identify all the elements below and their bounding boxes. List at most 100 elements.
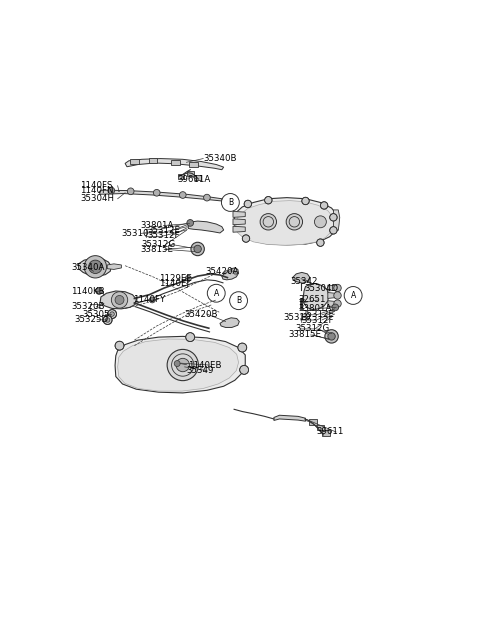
Polygon shape — [309, 419, 317, 424]
Circle shape — [317, 239, 324, 247]
Text: 1140EJ: 1140EJ — [158, 279, 189, 288]
Polygon shape — [187, 171, 193, 176]
Text: 35310: 35310 — [121, 229, 149, 238]
Circle shape — [174, 361, 180, 366]
Text: 35342: 35342 — [290, 277, 318, 286]
Polygon shape — [317, 424, 324, 430]
Circle shape — [330, 214, 337, 221]
Text: 1129EE: 1129EE — [158, 274, 192, 283]
Circle shape — [302, 197, 309, 205]
Circle shape — [332, 304, 338, 310]
Polygon shape — [100, 291, 136, 309]
Circle shape — [96, 288, 102, 294]
Text: A: A — [214, 289, 219, 298]
Circle shape — [334, 300, 341, 307]
Text: 39611: 39611 — [317, 428, 344, 437]
Text: 35349: 35349 — [186, 366, 214, 375]
Circle shape — [89, 260, 102, 274]
Text: 1140FY: 1140FY — [132, 295, 165, 304]
Polygon shape — [188, 221, 224, 233]
Circle shape — [244, 200, 252, 207]
Text: 35304H: 35304H — [81, 194, 114, 204]
Text: 32651: 32651 — [298, 296, 325, 305]
Circle shape — [191, 242, 204, 256]
Circle shape — [226, 270, 228, 272]
Polygon shape — [274, 415, 305, 421]
Circle shape — [314, 216, 326, 228]
Text: 33801A: 33801A — [140, 221, 173, 230]
Circle shape — [321, 202, 328, 209]
Polygon shape — [194, 175, 201, 180]
Text: 35312G: 35312G — [142, 240, 176, 249]
Circle shape — [185, 276, 192, 281]
Text: A: A — [350, 291, 356, 300]
Polygon shape — [322, 430, 330, 436]
Circle shape — [111, 292, 128, 308]
Text: 1140FS: 1140FS — [81, 181, 113, 190]
Text: 33815E: 33815E — [140, 245, 173, 254]
Text: 33801A: 33801A — [298, 304, 332, 313]
Text: 35312F: 35312F — [301, 316, 334, 325]
Circle shape — [238, 343, 247, 352]
Circle shape — [127, 188, 134, 194]
Polygon shape — [178, 174, 184, 180]
Polygon shape — [233, 219, 245, 225]
Polygon shape — [171, 160, 180, 164]
Polygon shape — [233, 226, 245, 232]
Text: 35312E: 35312E — [147, 226, 180, 235]
Polygon shape — [303, 283, 329, 310]
Text: 35340B: 35340B — [203, 154, 237, 163]
Text: 35310: 35310 — [283, 313, 311, 322]
Text: 35312F: 35312F — [147, 231, 180, 240]
Polygon shape — [222, 268, 239, 280]
Polygon shape — [99, 190, 222, 201]
Circle shape — [115, 296, 124, 305]
Polygon shape — [236, 200, 334, 245]
Text: 35304D: 35304D — [305, 283, 339, 292]
Circle shape — [84, 256, 107, 278]
Circle shape — [234, 271, 236, 273]
Polygon shape — [118, 339, 239, 391]
Circle shape — [103, 316, 112, 325]
Circle shape — [264, 196, 272, 204]
Polygon shape — [334, 210, 340, 231]
Polygon shape — [190, 162, 198, 167]
Circle shape — [115, 341, 124, 350]
Polygon shape — [115, 336, 245, 393]
Circle shape — [344, 287, 362, 305]
Circle shape — [221, 194, 240, 211]
Polygon shape — [328, 292, 338, 298]
Circle shape — [328, 333, 335, 340]
Polygon shape — [220, 317, 240, 327]
Polygon shape — [107, 264, 121, 269]
Circle shape — [187, 220, 193, 226]
Text: 35320B: 35320B — [71, 302, 105, 311]
Circle shape — [240, 365, 249, 374]
Circle shape — [108, 310, 117, 319]
Polygon shape — [130, 159, 139, 164]
Circle shape — [167, 350, 198, 381]
Text: 35325D: 35325D — [75, 315, 109, 324]
Text: B: B — [236, 296, 241, 305]
Circle shape — [186, 333, 195, 341]
Text: 1140FN: 1140FN — [81, 186, 114, 195]
Polygon shape — [233, 211, 245, 217]
Polygon shape — [179, 367, 187, 371]
Circle shape — [260, 214, 276, 230]
Text: 33815E: 33815E — [288, 330, 322, 339]
Circle shape — [325, 330, 338, 343]
Circle shape — [194, 245, 202, 252]
Polygon shape — [292, 272, 310, 283]
Text: 35420B: 35420B — [185, 310, 218, 319]
Circle shape — [229, 292, 248, 310]
Circle shape — [330, 227, 337, 234]
Circle shape — [180, 192, 186, 198]
Circle shape — [334, 292, 341, 299]
Circle shape — [110, 312, 114, 316]
Circle shape — [228, 269, 231, 272]
Polygon shape — [328, 285, 338, 291]
Circle shape — [231, 270, 234, 272]
Circle shape — [224, 272, 227, 274]
Circle shape — [154, 189, 160, 196]
Polygon shape — [234, 198, 338, 245]
